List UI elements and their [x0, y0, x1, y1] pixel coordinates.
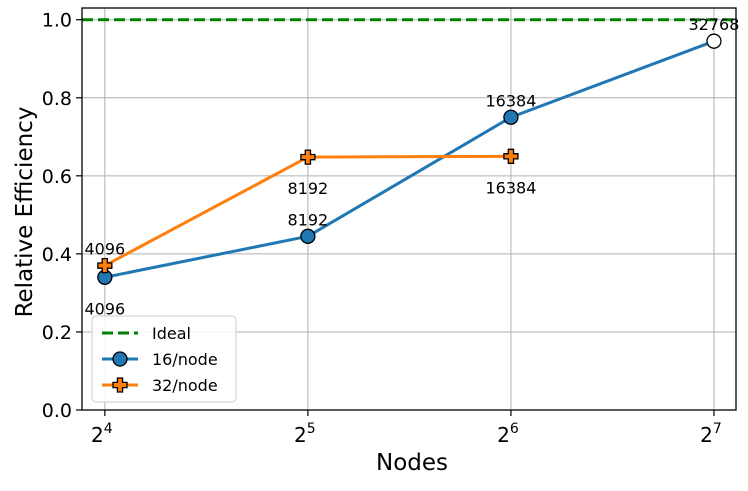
legend: Ideal 16/node 32/node: [91, 315, 237, 403]
legend-label: Ideal: [152, 324, 191, 343]
x-tick-exponent: 4: [104, 421, 113, 437]
y-tick-label: 0.0: [42, 400, 72, 422]
legend-label: 32/node: [152, 376, 218, 395]
y-tick-label: 0.2: [42, 322, 72, 344]
data-point-plus: [503, 148, 519, 164]
y-tick-label: 1.0: [42, 10, 72, 32]
x-axis-label: Nodes: [376, 450, 448, 476]
data-point-circle: [706, 33, 722, 49]
data-label: 32768: [689, 15, 740, 34]
y-tick-label: 0.4: [42, 244, 72, 266]
data-label: 16384: [485, 91, 536, 110]
plot-frame: [81, 7, 737, 411]
series-group: [97, 33, 722, 285]
y-axis-label: Relative Efficiency: [12, 107, 38, 318]
x-tick-label: 25: [294, 421, 316, 447]
y-tick-group: 0.0 0.2 0.4 0.6 0.8 1.0: [42, 10, 82, 422]
data-label: 4096: [84, 299, 125, 318]
x-tick-label: 26: [497, 421, 519, 447]
data-point-circle: [503, 109, 519, 125]
series-line-1: [104, 39, 715, 279]
data-label: 16384: [485, 178, 536, 197]
legend-label: 16/node: [152, 350, 218, 369]
data-point-plus: [97, 257, 113, 274]
data-labels-group: 4096 8192 16384 32768 4096 8192 16384: [84, 15, 739, 318]
x-tick-exponent: 6: [510, 421, 519, 437]
y-tick-label: 0.8: [42, 88, 72, 110]
legend-marker: [112, 377, 128, 393]
data-label: 8192: [288, 210, 329, 229]
x-tick-group: 24 25 26 27: [91, 410, 722, 447]
x-tick-label: 24: [91, 421, 113, 447]
data-label: 8192: [288, 179, 329, 198]
x-tick-label: 27: [700, 421, 722, 447]
x-tick-exponent: 7: [713, 421, 722, 437]
data-label: 4096: [84, 240, 125, 259]
x-tick-exponent: 5: [307, 421, 316, 437]
data-point-plus: [300, 149, 316, 165]
data-point-circle: [300, 228, 316, 244]
legend-marker: [112, 351, 128, 367]
y-tick-label: 0.6: [42, 166, 72, 188]
legend-box: [91, 315, 237, 403]
